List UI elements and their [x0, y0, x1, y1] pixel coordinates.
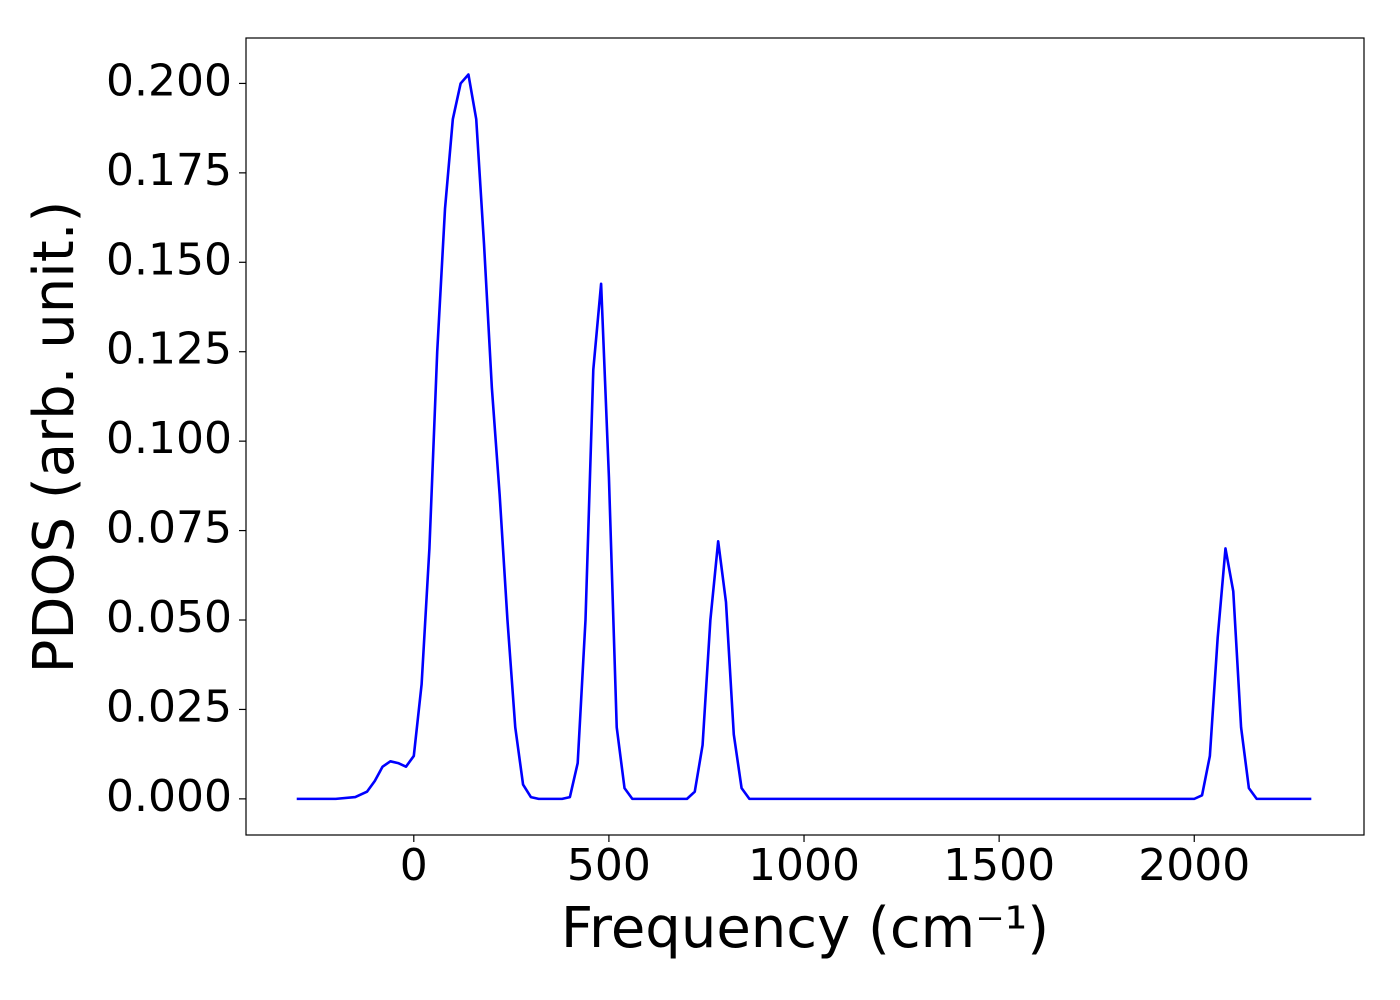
y-tick-label: 0.150: [106, 234, 232, 285]
y-tick-label: 0.075: [106, 503, 232, 554]
y-axis-label: PDOS (arb. unit.): [22, 201, 87, 674]
y-tick-label: 0.000: [106, 771, 232, 822]
x-tick-label: 1000: [748, 840, 860, 891]
plot-frame: [245, 37, 1365, 836]
x-tick-label: 0: [400, 840, 428, 891]
y-tick-label: 0.050: [106, 592, 232, 643]
x-axis-label: Frequency (cm⁻¹): [561, 896, 1049, 961]
y-tick-label: 0.175: [106, 145, 232, 196]
y-tick-label: 0.025: [106, 681, 232, 732]
y-tick-label: 0.100: [106, 413, 232, 464]
x-tick-label: 500: [567, 840, 651, 891]
x-tick-label: 1500: [943, 840, 1055, 891]
line-series: [296, 73, 1312, 801]
y-tick-label: 0.125: [106, 324, 232, 375]
y-tick-label: 0.200: [106, 55, 232, 106]
x-tick-label: 2000: [1138, 840, 1250, 891]
